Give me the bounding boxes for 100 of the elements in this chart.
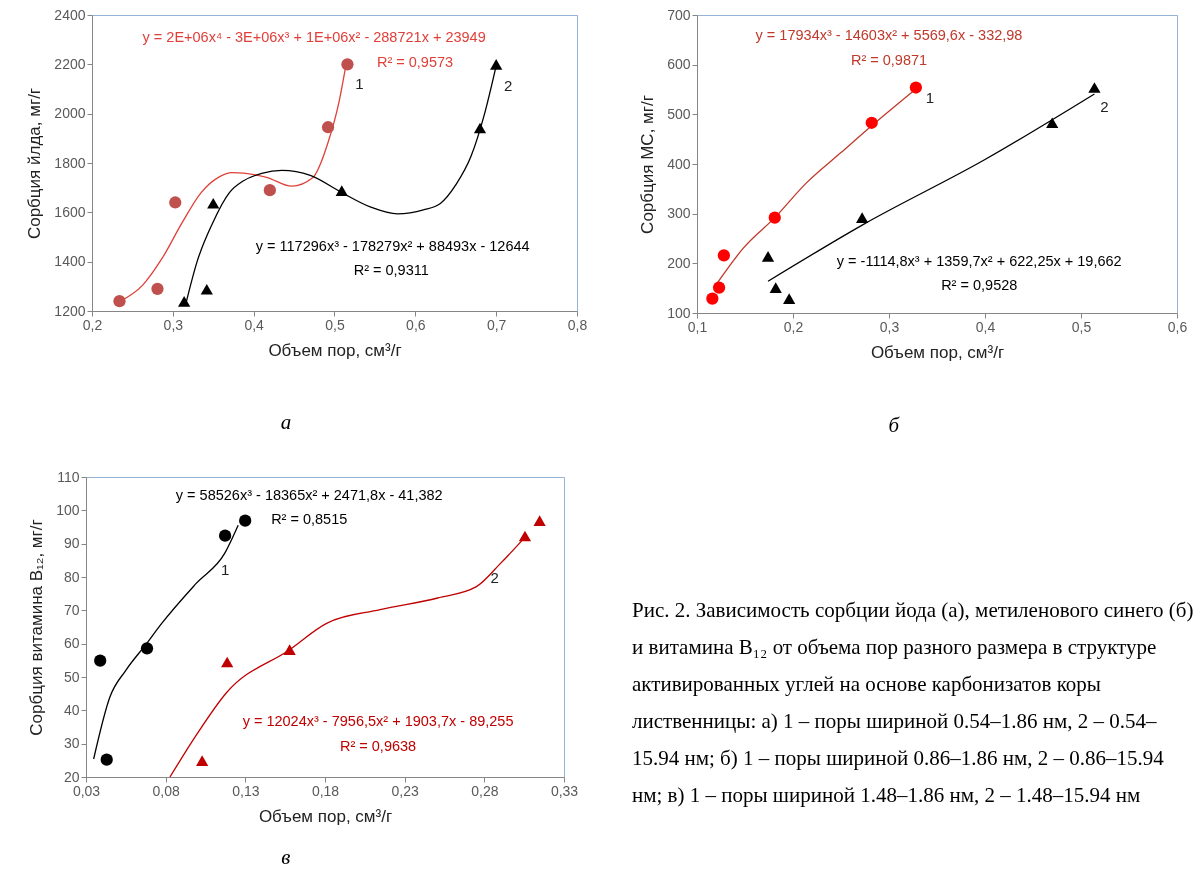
text: 2: [490, 568, 499, 586]
x-tick-label: 0,3: [879, 318, 900, 335]
y-tick-label: 700: [667, 6, 691, 23]
y-tick-label: 40: [63, 701, 80, 718]
text: б: [888, 413, 901, 438]
series-label: 1: [355, 75, 364, 93]
y-tick-label: 100: [56, 501, 80, 518]
text: в: [281, 845, 291, 869]
y-tick-label: 200: [667, 254, 691, 271]
x-tick-label: 0,33: [550, 782, 579, 799]
point: [113, 295, 126, 308]
annotation: R² = 0,9573: [376, 53, 454, 70]
y-tick-label: 1600: [54, 203, 86, 220]
x-tick-label: 0,1: [687, 318, 708, 335]
point: [196, 755, 209, 766]
annotation: y = 58526x³ - 18365x² + 2471,8x - 41,382: [175, 486, 443, 503]
x-tick-label: 0,4: [975, 318, 996, 335]
y-tick-label: 400: [667, 155, 691, 172]
y-tick-label: 50: [63, 668, 80, 685]
y-tick-label: 500: [667, 105, 691, 122]
x-axis-title: Объем пор, см³/г: [268, 340, 402, 360]
point: [169, 196, 182, 209]
annotation: R² = 0,9311: [353, 262, 429, 279]
y-tick-label: 30: [63, 735, 80, 752]
y-tick-label: 90: [63, 535, 80, 552]
series-label: 1: [221, 560, 230, 578]
annotation: R² = 0,9638: [339, 738, 417, 754]
point: [263, 184, 276, 197]
y-axis-title: Сорбция витамина B₁₂, мг/г: [27, 519, 47, 736]
series-label: 1: [925, 88, 935, 106]
y-tick-label: 20: [63, 768, 80, 785]
x-tick-label: 0,03: [72, 782, 101, 799]
x-tick-label: 0,7: [486, 316, 507, 333]
annotation: y = 17934x³ - 14603x² + 5569,6x - 332,98: [755, 27, 1023, 44]
x-axis-title: Объем пор, см³/г: [870, 342, 1005, 362]
point: [221, 656, 234, 668]
point: [865, 116, 878, 129]
annotation: y = 117296x³ - 178279x² + 88493x - 12644: [255, 238, 530, 255]
y-tick-label: 2200: [54, 55, 86, 72]
x-tick-label: 0,28: [471, 782, 499, 799]
y-tick-label: 1400: [54, 253, 86, 270]
x-tick-label: 0,6: [406, 316, 426, 333]
point: [283, 644, 296, 655]
x-tick-label: 0,2: [783, 318, 804, 335]
y-tick-label: 300: [667, 205, 691, 222]
point: [768, 211, 781, 224]
annotation: y = 2E+06x⁴ - 3E+06x³ + 1E+06x² - 288721x + 23949: [142, 29, 486, 46]
x-tick-label: 0,2: [82, 316, 103, 333]
point: [717, 249, 730, 262]
point: [1088, 82, 1101, 93]
point: [712, 281, 726, 294]
point: [100, 753, 113, 766]
point: [94, 654, 107, 667]
point: [490, 59, 503, 70]
point: [207, 197, 220, 209]
annotation: R² = 0,8515: [271, 511, 348, 528]
point: [178, 296, 191, 307]
y-tick-label: 600: [667, 56, 691, 73]
x-tick-label: 0,23: [391, 782, 419, 799]
x-axis-title: Объем пор, см³/г: [258, 806, 393, 826]
y-tick-label: 100: [667, 304, 691, 321]
y-tick-label: 1200: [54, 302, 86, 319]
annotation: R² = 0,9871: [850, 51, 928, 68]
annotation: y = 12024x³ - 7956,5x² + 1903,7x - 89,255: [242, 713, 514, 730]
y-axis-title: Сорбция йлда, мг/г: [25, 87, 45, 240]
x-tick-label: 0,5: [1071, 318, 1092, 335]
point: [856, 212, 869, 223]
point: [761, 251, 775, 262]
y-tick-label: 60: [63, 635, 80, 652]
x-tick-label: 0,3: [163, 316, 184, 333]
text: Рис. 2. Зависимость сорбции йода (а), метиленового синего (б) и витамина B₁₂ от объема пор разного размера в структуре активированных углей на основе карбонизатов коры лиственницы: а) 1 – поры шириной 0.54–1.86 нм, 2 – 0.54–15.94 нм; б) 1 – поры шириной 0.86–1.86 нм, 2 – 0.86–15.94 нм; в) 1 – поры шириной 1.48–1.86 нм, 2 – 1.48–15.94 нм: [632, 597, 1195, 809]
point: [218, 529, 232, 542]
x-tick-label: 0,6: [1167, 318, 1188, 335]
y-tick-label: 80: [63, 568, 80, 585]
annotation: R² = 0,9528: [941, 276, 1018, 293]
point: [200, 283, 213, 295]
y-tick-label: 2000: [54, 105, 86, 122]
text: а: [280, 410, 292, 435]
point: [533, 515, 546, 526]
series-label: 2: [1100, 97, 1109, 115]
y-tick-label: 2400: [54, 6, 86, 23]
x-tick-label: 0,13: [232, 782, 260, 799]
point: [473, 122, 487, 134]
x-tick-label: 0,8: [567, 316, 588, 333]
point: [769, 282, 782, 293]
point: [1046, 117, 1059, 129]
point: [706, 292, 719, 305]
point: [151, 282, 164, 295]
point: [518, 530, 532, 542]
x-tick-label: 0,4: [244, 316, 265, 333]
point: [321, 121, 335, 134]
annotation: y = -1114,8x³ + 1359,7x² + 622,25x + 19,662: [836, 253, 1122, 270]
x-tick-label: 0,08: [152, 782, 180, 799]
point: [909, 81, 922, 94]
x-tick-label: 0,5: [325, 316, 345, 333]
point: [341, 58, 354, 71]
x-tick-label: 0,18: [311, 782, 340, 799]
y-tick-label: 70: [63, 601, 80, 618]
point: [335, 185, 348, 196]
series-label: 2: [503, 77, 513, 95]
